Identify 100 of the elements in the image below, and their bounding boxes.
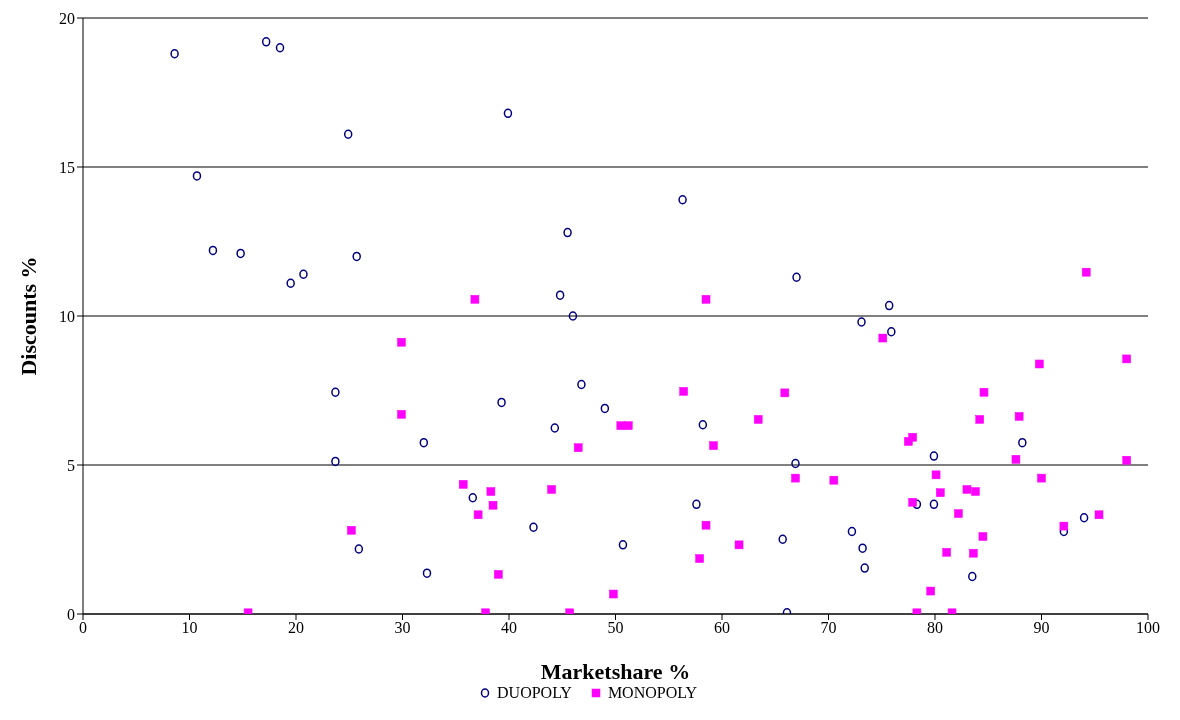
point bbox=[858, 543, 867, 553]
point bbox=[609, 589, 618, 599]
point bbox=[486, 487, 496, 496]
point bbox=[778, 534, 787, 544]
point bbox=[550, 423, 560, 433]
point bbox=[600, 403, 610, 414]
point bbox=[792, 272, 801, 283]
point bbox=[929, 451, 939, 461]
x-tick-label: 70 bbox=[820, 619, 837, 637]
point bbox=[299, 269, 308, 280]
point bbox=[1079, 513, 1089, 523]
y-tick-label: 5 bbox=[67, 456, 75, 474]
point bbox=[857, 317, 866, 327]
point bbox=[618, 540, 628, 550]
y-tick-label: 15 bbox=[59, 158, 75, 176]
point bbox=[458, 480, 468, 489]
point bbox=[577, 379, 586, 390]
point bbox=[568, 311, 578, 321]
point bbox=[331, 387, 340, 398]
point bbox=[529, 522, 538, 533]
point bbox=[829, 475, 839, 485]
point bbox=[397, 337, 406, 347]
point bbox=[709, 441, 718, 450]
point bbox=[275, 43, 285, 53]
point bbox=[1081, 267, 1091, 277]
point bbox=[954, 509, 963, 518]
point bbox=[942, 548, 951, 557]
point bbox=[929, 499, 939, 510]
point bbox=[286, 278, 295, 288]
point bbox=[679, 387, 688, 396]
point bbox=[969, 548, 978, 558]
point bbox=[555, 290, 565, 300]
point bbox=[208, 245, 218, 256]
point bbox=[936, 488, 945, 497]
point bbox=[343, 129, 353, 139]
point bbox=[931, 470, 941, 480]
point bbox=[1037, 473, 1046, 483]
point bbox=[488, 500, 498, 510]
point bbox=[791, 473, 800, 483]
point bbox=[419, 437, 429, 448]
point bbox=[261, 37, 271, 47]
point bbox=[1011, 455, 1021, 464]
point bbox=[503, 108, 513, 119]
point bbox=[347, 526, 356, 535]
point bbox=[753, 415, 763, 424]
point bbox=[354, 544, 364, 554]
point bbox=[791, 458, 800, 469]
point bbox=[547, 485, 556, 494]
x-tick-label: 10 bbox=[181, 619, 198, 637]
point bbox=[192, 171, 202, 181]
point bbox=[1122, 455, 1131, 465]
point bbox=[968, 571, 977, 582]
point bbox=[236, 248, 245, 259]
point bbox=[878, 333, 888, 343]
point bbox=[908, 498, 917, 507]
x-tick-label: 30 bbox=[394, 619, 411, 637]
point bbox=[616, 421, 626, 430]
point bbox=[912, 499, 922, 510]
point bbox=[887, 327, 896, 337]
x-tick-label: 20 bbox=[288, 619, 304, 637]
point bbox=[698, 420, 708, 430]
y-tick-label: 0 bbox=[67, 605, 75, 623]
point bbox=[1018, 437, 1027, 448]
point bbox=[979, 388, 989, 397]
point bbox=[563, 227, 572, 238]
x-tick-label: 50 bbox=[607, 619, 624, 637]
point bbox=[470, 295, 480, 304]
point bbox=[847, 526, 857, 537]
point bbox=[1094, 510, 1104, 520]
point bbox=[978, 532, 988, 541]
point bbox=[678, 195, 687, 205]
x-tick-label: 40 bbox=[501, 619, 517, 637]
point bbox=[473, 510, 483, 520]
y-axis-title: Discounts % bbox=[15, 256, 41, 376]
point bbox=[331, 456, 340, 467]
point bbox=[701, 295, 711, 304]
point bbox=[975, 415, 984, 424]
point bbox=[962, 485, 972, 494]
legend-label: DUOPOLY bbox=[497, 684, 572, 702]
point bbox=[701, 520, 711, 530]
legend-label: MONOPOLY bbox=[607, 684, 697, 702]
point bbox=[692, 499, 701, 510]
point bbox=[352, 251, 361, 262]
point bbox=[497, 397, 506, 408]
x-tick-label: 60 bbox=[714, 619, 730, 637]
point bbox=[780, 388, 790, 398]
y-tick-label: 10 bbox=[59, 307, 75, 325]
point bbox=[926, 586, 935, 596]
point bbox=[734, 540, 744, 550]
point bbox=[971, 487, 980, 496]
x-axis-title: Marketshare % bbox=[540, 659, 691, 684]
point bbox=[494, 570, 503, 579]
point bbox=[884, 300, 894, 311]
point bbox=[1122, 354, 1131, 364]
point bbox=[573, 443, 583, 452]
point bbox=[1035, 359, 1044, 369]
point bbox=[468, 493, 478, 503]
point bbox=[624, 421, 633, 430]
point bbox=[1059, 521, 1069, 531]
point bbox=[1014, 412, 1024, 421]
